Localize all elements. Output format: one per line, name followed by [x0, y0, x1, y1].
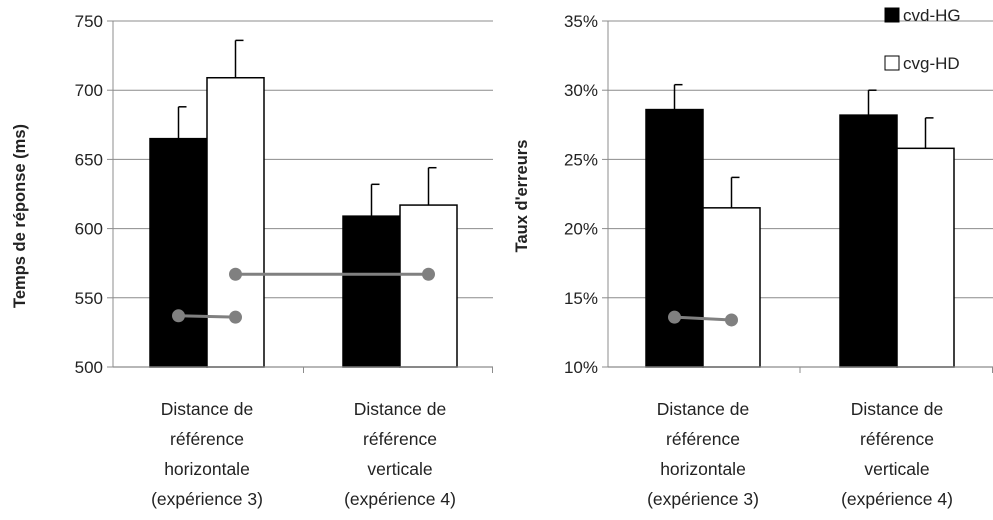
bar-cvg-hd-1: [399, 204, 458, 368]
legend-label-cvg-hd: cvg-HD: [903, 54, 960, 73]
legend-swatch-cvg-hd: [884, 55, 900, 71]
chart-response-time: 500 550 600 650 700 750 Temps de réponse…: [11, 12, 493, 509]
error-bars: [177, 39, 437, 217]
connector-line: [674, 315, 732, 322]
y-tick-label: 10%: [564, 358, 598, 377]
y-tick-label: 20%: [564, 220, 598, 239]
category-label-line: référence: [363, 429, 437, 449]
category-label-line: référence: [170, 429, 244, 449]
y-tick-label: 600: [75, 220, 103, 239]
bars: [149, 76, 458, 368]
category-label-line: verticale: [367, 459, 432, 479]
axes: [602, 20, 993, 373]
y-tick-label: 25%: [564, 150, 598, 169]
category-label-line: référence: [666, 429, 740, 449]
category-label-line: (expérience 3): [151, 489, 263, 509]
category-label-line: horizontale: [164, 459, 250, 479]
y-tick-label: 750: [75, 12, 103, 31]
connector-dot: [668, 310, 681, 324]
connector-dot: [229, 310, 242, 324]
bar-cvd-hg-1: [839, 114, 898, 368]
bar-cvg-hd-1: [896, 147, 955, 368]
connector-dot: [229, 267, 242, 281]
connector-dot: [725, 313, 738, 327]
connectors: [668, 310, 738, 327]
y-tick-label: 550: [75, 289, 103, 308]
y-tick-label: 700: [75, 81, 103, 100]
y-tick-label: 35%: [564, 12, 598, 31]
legend-swatch-cvd-hg: [884, 7, 900, 23]
legend-label-cvd-hg: cvd-HG: [903, 6, 961, 25]
axes: [107, 20, 493, 373]
legend: cvd-HG cvg-HD: [884, 6, 961, 73]
category-label-line: horizontale: [660, 459, 746, 479]
category-label-line: Distance de: [851, 399, 943, 419]
category-label-line: (expérience 4): [841, 489, 953, 509]
category-label-line: (expérience 4): [344, 489, 456, 509]
y-tick-label: 650: [75, 150, 103, 169]
category-label-line: référence: [860, 429, 934, 449]
category-label-line: (expérience 3): [647, 489, 759, 509]
y-axis-label: Taux d'erreurs: [513, 140, 531, 253]
y-tick-label: 500: [75, 358, 103, 377]
connector-dot: [172, 309, 185, 323]
category-label-1: Distance de référence verticale (expérie…: [841, 399, 953, 509]
y-tick-label: 30%: [564, 81, 598, 100]
category-label-1: Distance de référence verticale (expérie…: [344, 399, 456, 509]
y-tick-labels: 500 550 600 650 700 750: [75, 12, 103, 377]
bar-cvd-hg-0: [645, 108, 704, 368]
category-label-line: Distance de: [657, 399, 749, 419]
category-label-line: Distance de: [161, 399, 253, 419]
connector-dot: [422, 267, 435, 281]
y-tick-label: 15%: [564, 289, 598, 308]
connector-line: [178, 314, 236, 319]
chart-error-rate: 10% 15% 20% 25% 30% 35% Taux d'erreurs D…: [513, 6, 993, 509]
category-label-line: verticale: [864, 459, 929, 479]
y-axis-label: Temps de réponse (ms): [11, 124, 29, 308]
error-bars: [673, 83, 934, 208]
bar-cvd-hg-1: [342, 215, 401, 368]
category-label-line: Distance de: [354, 399, 446, 419]
bar-cvd-hg-0: [149, 137, 208, 368]
connectors: [172, 267, 435, 324]
y-tick-labels: 10% 15% 20% 25% 30% 35%: [564, 12, 598, 377]
bar-cvg-hd-0: [702, 207, 761, 368]
category-label-0: Distance de référence horizontale (expér…: [151, 399, 263, 509]
bars: [645, 108, 955, 368]
category-label-0: Distance de référence horizontale (expér…: [647, 399, 759, 509]
